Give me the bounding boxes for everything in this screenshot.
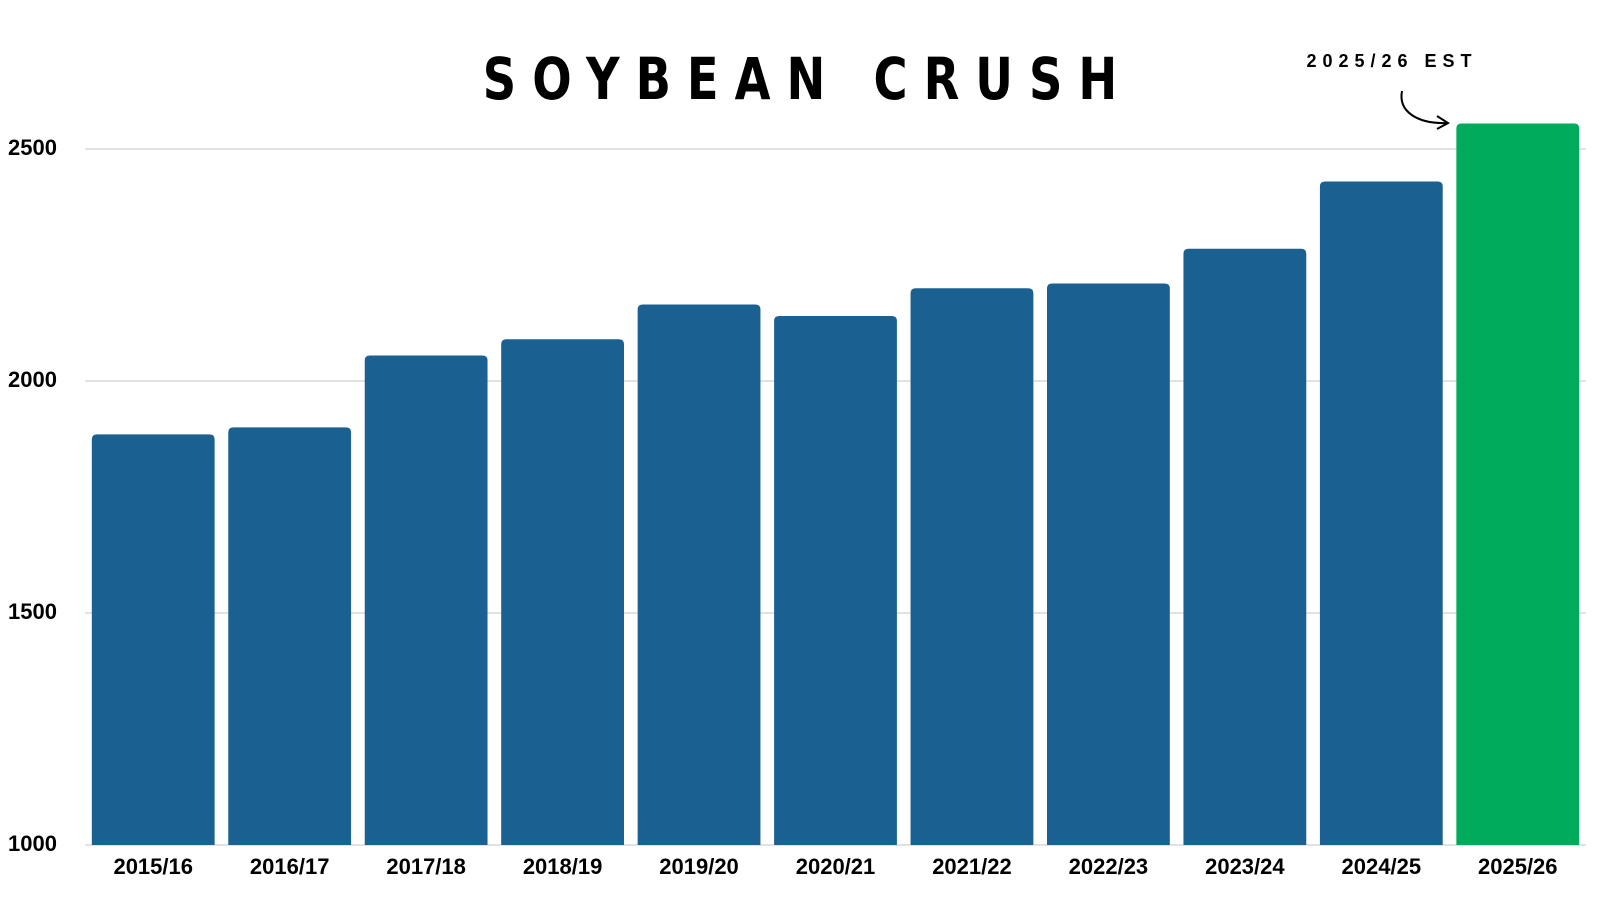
y-tick-label: 1500 [8,599,57,624]
x-tick-label: 2019/20 [659,854,739,879]
y-tick-label: 1000 [8,831,57,856]
bar [637,304,761,845]
x-tick-label: 2015/16 [113,854,193,879]
x-tick-label: 2017/18 [386,854,466,879]
y-tick-label: 2500 [8,135,57,160]
bar [1456,123,1580,846]
bar [364,355,488,845]
chart-title: SOYBEAN CRUSH [483,46,1133,113]
y-tick-label: 2000 [8,367,57,392]
x-tick-label: 2022/23 [1069,854,1149,879]
bar [910,288,1034,845]
bar [91,434,215,845]
x-tick-label: 2016/17 [250,854,330,879]
x-tick-label: 2021/22 [932,854,1012,879]
x-tick-label: 2025/26 [1478,854,1558,879]
bar [1319,181,1443,846]
bar [1047,283,1170,845]
annotation-arrow-head [1436,115,1450,130]
x-tick-label: 2023/24 [1205,854,1285,879]
bar [501,339,624,845]
annotation-arrow [1400,90,1448,125]
bar [1183,248,1307,845]
x-tick-label: 2024/25 [1342,854,1422,879]
x-tick-label: 2020/21 [796,854,876,879]
annotation: 2025/26 EST [1306,51,1477,71]
bar [774,316,897,845]
bar [228,427,352,845]
x-tick-label: 2018/19 [523,854,603,879]
